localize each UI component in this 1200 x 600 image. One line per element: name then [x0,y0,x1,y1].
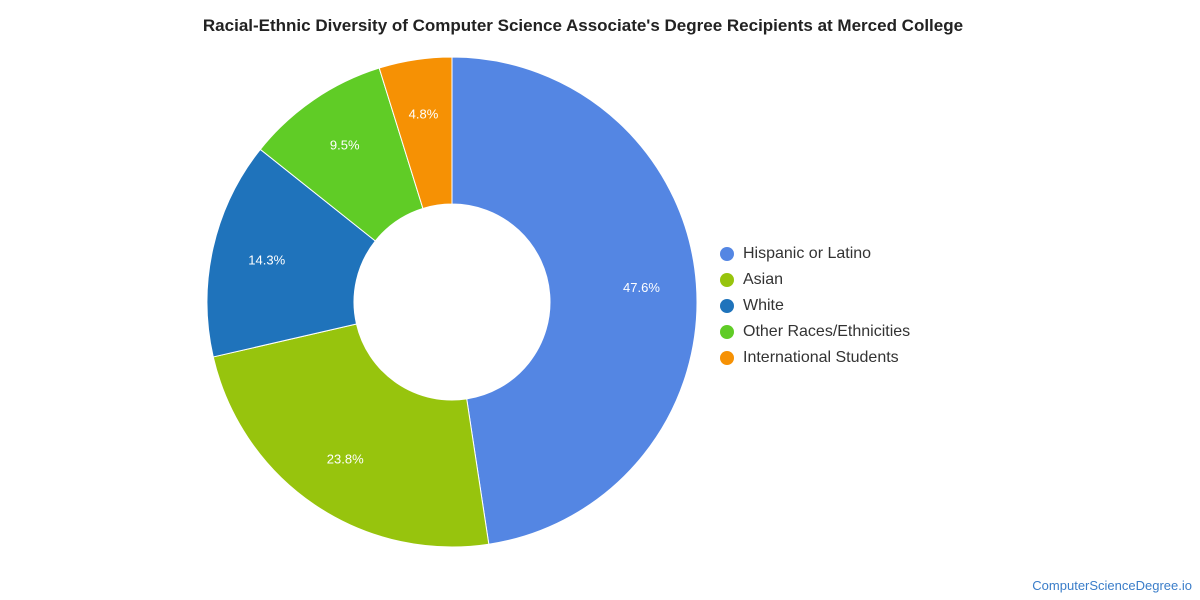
legend-item-hispanic-or-latino[interactable]: Hispanic or Latino [720,241,910,267]
chart-title: Racial-Ethnic Diversity of Computer Scie… [202,16,964,35]
slice-label-asian: 23.8% [327,452,364,467]
slice-hispanic-or-latino[interactable] [451,56,698,545]
legend-label: International Students [743,349,899,366]
legend-swatch-icon [720,299,734,313]
slice-label-other-races: 9.5% [330,138,360,153]
legend-label: Hispanic or Latino [743,245,872,262]
legend-item-international-students[interactable]: International Students [720,345,910,371]
legend-label: Asian [743,271,784,288]
legend-swatch-icon [720,351,734,365]
legend-swatch-icon [720,325,734,339]
legend-label: Other Races/Ethnicities [743,323,911,340]
legend-item-white[interactable]: White [720,293,910,319]
legend-label: White [743,297,784,314]
slice-label-hispanic-or-latino: 47.6% [623,280,660,295]
slice-asian[interactable] [212,323,490,548]
slice-white[interactable] [206,148,377,358]
chart-legend: Hispanic or Latino Asian White Other Races/… [720,241,910,371]
legend-swatch-icon [720,247,734,261]
legend-item-other-races[interactable]: Other Races/Ethnicities [720,319,910,345]
slice-international-students[interactable] [378,56,453,210]
slice-label-white: 14.3% [248,252,285,267]
source-link[interactable]: ComputerScienceDegree.io [1032,578,1192,593]
slice-label-international-students: 4.8% [409,107,439,122]
legend-swatch-icon [720,273,734,287]
legend-item-asian[interactable]: Asian [720,267,910,293]
